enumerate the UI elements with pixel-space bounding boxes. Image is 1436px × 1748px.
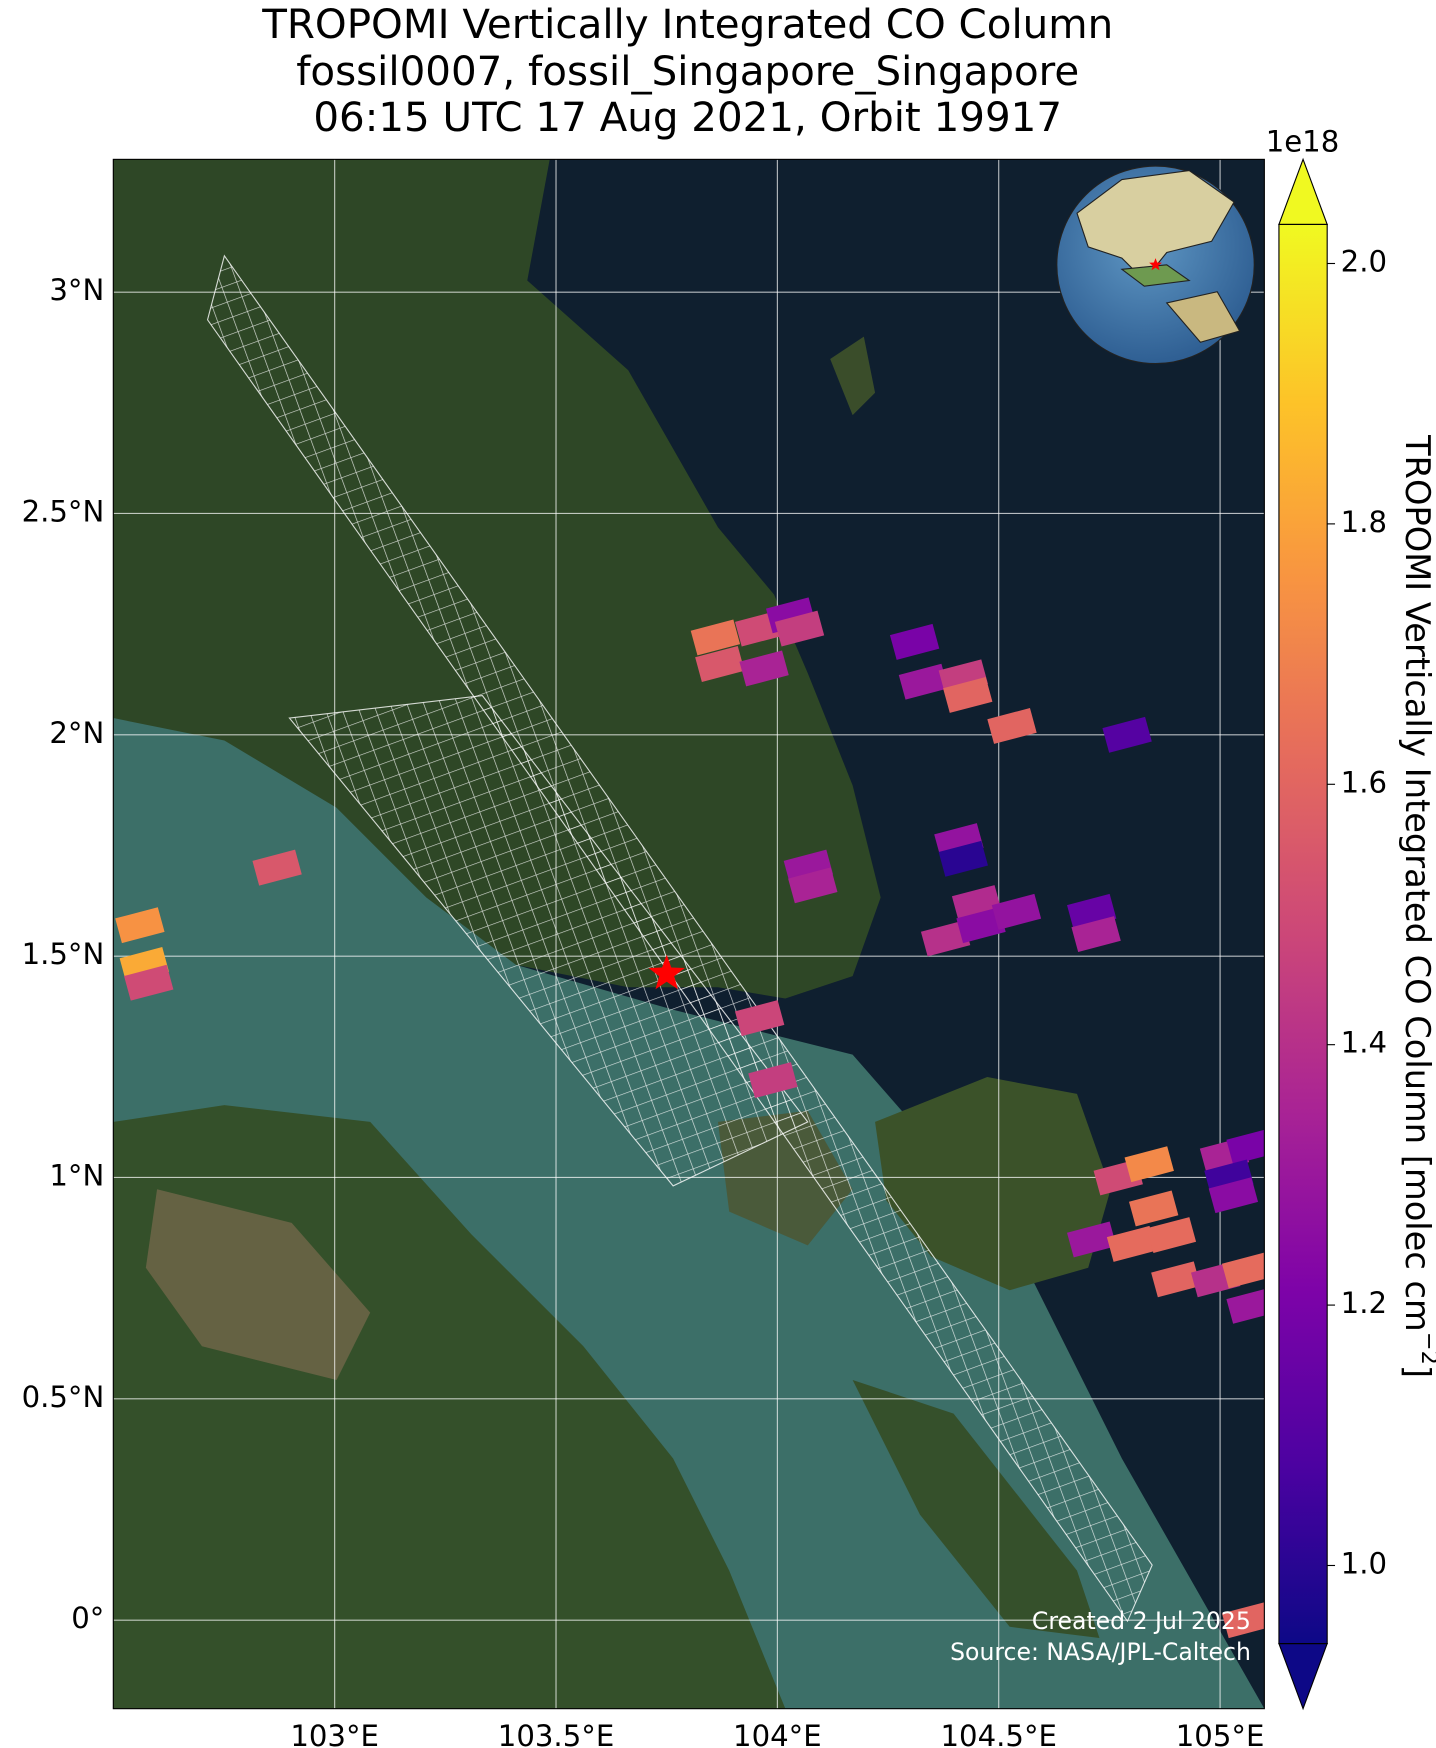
lingga [852, 1379, 1100, 1638]
title-line: fossil0007, fossil_Singapore_Singapore [296, 48, 1079, 95]
y-tick-label: 1.5°N [22, 937, 105, 971]
co-cell [898, 663, 949, 700]
x-tick-label: 104.5°E [940, 1719, 1056, 1748]
co-cell [1067, 1221, 1117, 1258]
island [830, 336, 876, 416]
grid [113, 159, 1265, 1709]
co-cell [987, 708, 1037, 744]
co-cell [734, 1000, 785, 1037]
co-cell [920, 920, 971, 957]
co-cell [1221, 1602, 1265, 1639]
x-tick-label: 103°E [290, 1719, 379, 1748]
colorbar-tick-label: 1.6 [1341, 765, 1387, 799]
y-tick-label: 1°N [49, 1158, 104, 1192]
globe-land [1165, 291, 1241, 343]
site-marker [648, 954, 685, 990]
title-line: TROPOMI Vertically Integrated CO Column [261, 1, 1113, 48]
globe-land [1120, 264, 1191, 287]
x-tick-label: 104°E [733, 1719, 822, 1748]
x-tick-label: 105°E [1176, 1719, 1265, 1748]
co-cell [739, 650, 789, 687]
co-cell [1221, 1252, 1265, 1289]
y-tick-label: 2°N [49, 716, 104, 750]
x-tick-label: 103.5°E [498, 1719, 614, 1748]
colorbar-extend-bottom [1278, 1643, 1328, 1711]
globe-site-marker [1149, 258, 1162, 271]
co-cell [938, 840, 988, 877]
co-cell [690, 619, 741, 656]
y-tick-label: 0.5°N [22, 1380, 105, 1414]
colorbar-tick-label: 2.0 [1341, 244, 1387, 278]
swath [288, 695, 809, 1187]
colorbar: 1.0 1.2 1.4 1.6 1.8 2.0 [1278, 157, 1387, 1711]
co-cell [695, 646, 745, 682]
bintan [875, 1077, 1111, 1291]
co-cell [1106, 1225, 1157, 1262]
co-cell [1226, 1129, 1265, 1165]
globe-land [1076, 169, 1235, 282]
co-cell [115, 907, 165, 944]
colorbar-body [1278, 224, 1328, 1644]
co-cell [748, 1062, 798, 1099]
co-cell [252, 849, 302, 886]
co-cell [889, 623, 940, 660]
co-cell [1102, 716, 1152, 753]
swath [206, 254, 1153, 1623]
colorbar-label-text: ] [1398, 1365, 1436, 1378]
co-cell [788, 867, 838, 904]
colorbar-frame [1278, 223, 1328, 1645]
basemap [113, 159, 1265, 1709]
y-tick-label: 0° [71, 1601, 104, 1635]
co-cell [124, 964, 174, 1001]
colorbar-label-exponent: −2 [1416, 1332, 1436, 1365]
river-delta [145, 1189, 371, 1380]
colorbar-offset: 1e18 [1266, 125, 1340, 159]
colorbar-tick-label: 1.2 [1341, 1286, 1387, 1320]
colorbar-extend-top [1278, 157, 1328, 225]
co-cell [1208, 1177, 1259, 1214]
co-cell [1226, 1289, 1265, 1324]
y-tick-label: 2.5°N [22, 494, 105, 528]
credit: Source: NASA/JPL-Caltech [950, 1638, 1251, 1666]
colorbar-label: TROPOMI Vertically Integrated CO Column … [1398, 434, 1436, 1378]
colorbar-tick-label: 1.8 [1341, 505, 1387, 539]
colorbar-tick-label: 1.4 [1341, 1026, 1387, 1060]
co-cell [774, 610, 825, 647]
co-cell [1124, 1146, 1174, 1183]
co-cell [1128, 1190, 1179, 1227]
co-cell [1151, 1261, 1201, 1298]
co-cell [1071, 916, 1121, 952]
title-line: 06:15 UTC 17 Aug 2021, Orbit 19917 [313, 94, 1062, 141]
co-cell [943, 677, 993, 713]
cells [115, 597, 1265, 1639]
colorbar-label-text: TROPOMI Vertically Integrated CO Column … [1398, 434, 1436, 1332]
co-cell [1146, 1217, 1197, 1253]
map-frame [112, 158, 1265, 1710]
y-tick-label: 3°N [49, 273, 104, 307]
co-cell [956, 907, 1006, 944]
co-cell [991, 893, 1042, 930]
colorbar-tick-label: 1.0 [1341, 1546, 1387, 1580]
credit: Created 2 Jul 2025 [1032, 1607, 1251, 1635]
